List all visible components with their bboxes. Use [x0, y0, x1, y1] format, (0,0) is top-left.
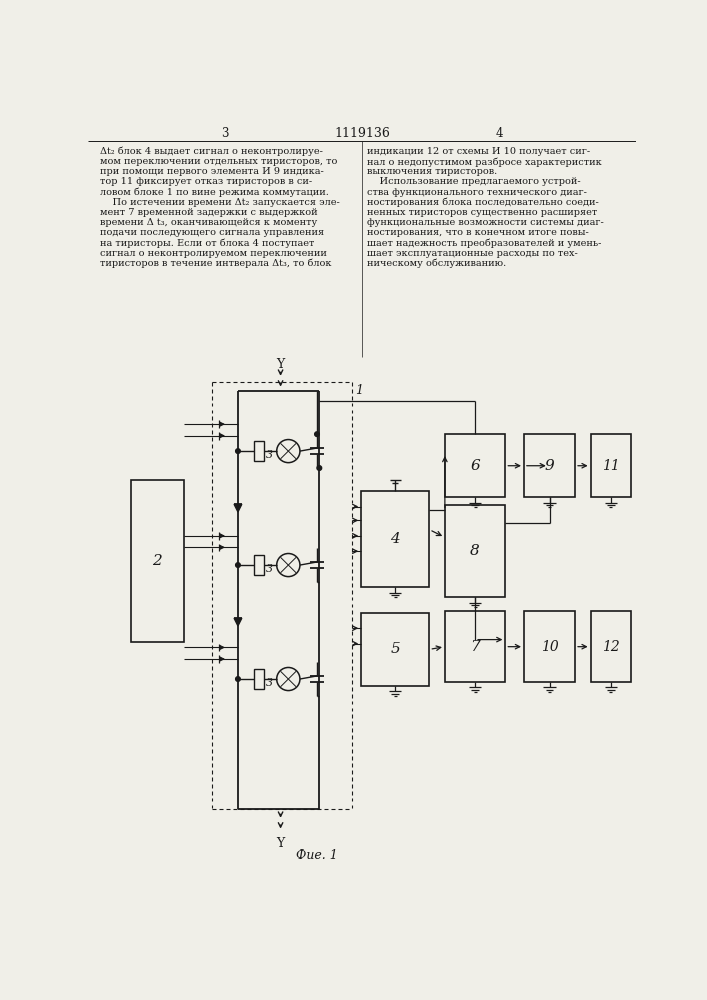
Text: времени Δ t₃, оканчивающейся к моменту: времени Δ t₃, оканчивающейся к моменту	[100, 218, 317, 227]
Text: 3: 3	[221, 127, 228, 140]
Text: шает надежность преобразователей и умень-: шает надежность преобразователей и умень…	[368, 238, 602, 248]
Text: тиристоров в течение интверала Δt₃, то блок: тиристоров в течение интверала Δt₃, то б…	[100, 259, 332, 268]
Bar	[361, 613, 429, 686]
Bar	[131, 480, 184, 642]
Text: Фие. 1: Фие. 1	[296, 849, 338, 862]
Text: подачи последующего сигнала управления: подачи последующего сигнала управления	[100, 228, 324, 237]
Text: 3: 3	[266, 564, 273, 574]
Text: 1119136: 1119136	[334, 127, 390, 140]
Bar	[524, 611, 575, 682]
Text: сигнал о неконтролируемом переключении: сигнал о неконтролируемом переключении	[100, 249, 327, 258]
Circle shape	[235, 449, 240, 453]
Bar	[254, 555, 264, 575]
Text: ства функционального технического диаг-: ства функционального технического диаг-	[368, 188, 588, 197]
Text: мент 7 временной задержки с выдержкой: мент 7 временной задержки с выдержкой	[100, 208, 317, 217]
Text: 4: 4	[496, 127, 503, 140]
Circle shape	[235, 563, 240, 567]
Text: Δt₂ блок 4 выдает сигнал о неконтролируе-: Δt₂ блок 4 выдает сигнал о неконтролируе…	[100, 147, 323, 156]
Bar	[590, 434, 631, 497]
Polygon shape	[234, 504, 242, 512]
Text: 7: 7	[470, 640, 480, 654]
Text: нал о недопустимом разбросе характеристик: нал о недопустимом разбросе характеристи…	[368, 157, 602, 167]
Text: Y: Y	[276, 837, 285, 850]
Text: Использование предлагаемого устрой-: Использование предлагаемого устрой-	[368, 177, 581, 186]
Text: ненных тиристоров существенно расширяет: ненных тиристоров существенно расширяет	[368, 208, 597, 217]
Text: 2: 2	[153, 554, 162, 568]
Text: 11: 11	[602, 459, 619, 473]
Text: 6: 6	[470, 459, 480, 473]
Bar	[524, 434, 575, 497]
Bar	[590, 611, 631, 682]
Text: По истечении времени Δt₂ запускается эле-: По истечении времени Δt₂ запускается эле…	[100, 198, 340, 207]
Bar	[254, 669, 264, 689]
Text: тор 11 фиксирует отказ тиристоров в си-: тор 11 фиксирует отказ тиристоров в си-	[100, 177, 312, 186]
Text: 8: 8	[470, 544, 480, 558]
Text: выключения тиристоров.: выключения тиристоров.	[368, 167, 498, 176]
Text: ловом блоке 1 по вине режима коммутации.: ловом блоке 1 по вине режима коммутации.	[100, 188, 329, 197]
Text: ностирования, что в конечном итоге повы-: ностирования, что в конечном итоге повы-	[368, 228, 589, 237]
Text: ностирования блока последовательно соеди-: ностирования блока последовательно соеди…	[368, 198, 599, 207]
Bar	[445, 434, 506, 497]
Text: на тиристоры. Если от блока 4 поступает: на тиристоры. Если от блока 4 поступает	[100, 238, 315, 248]
Text: индикации 12 от схемы И 10 получает сиг-: индикации 12 от схемы И 10 получает сиг-	[368, 147, 590, 156]
Circle shape	[315, 432, 320, 436]
Polygon shape	[234, 618, 242, 626]
Text: шает эксплуатационные расходы по тех-: шает эксплуатационные расходы по тех-	[368, 249, 578, 258]
Text: 9: 9	[544, 459, 554, 473]
Bar	[361, 491, 429, 587]
Text: 1: 1	[355, 384, 363, 397]
Text: функциональные возможности системы диаг-: функциональные возможности системы диаг-	[368, 218, 604, 227]
Text: при помощи первого элемента И 9 индика-: при помощи первого элемента И 9 индика-	[100, 167, 324, 176]
Bar	[254, 441, 264, 461]
Text: 5: 5	[390, 642, 400, 656]
Text: 10: 10	[541, 640, 559, 654]
Text: мом переключении отдельных тиристоров, то: мом переключении отдельных тиристоров, т…	[100, 157, 337, 166]
Circle shape	[235, 677, 240, 681]
Text: 3: 3	[266, 450, 273, 460]
Text: Y: Y	[276, 358, 285, 371]
Bar	[445, 505, 506, 597]
Circle shape	[317, 466, 322, 470]
Text: 12: 12	[602, 640, 619, 654]
Text: 4: 4	[390, 532, 400, 546]
Text: ническому обслуживанию.: ническому обслуживанию.	[368, 259, 507, 268]
Text: 3: 3	[266, 678, 273, 688]
Bar	[445, 611, 506, 682]
